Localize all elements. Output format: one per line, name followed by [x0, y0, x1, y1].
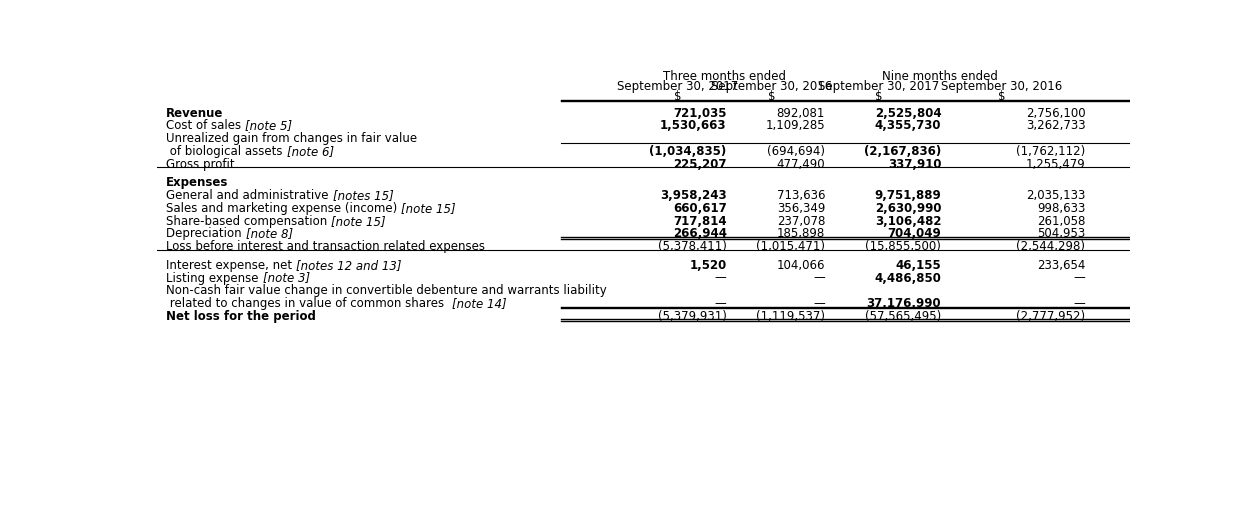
Text: 185,898: 185,898	[776, 227, 825, 240]
Text: [note 3]: [note 3]	[263, 271, 310, 285]
Text: (5,378,411): (5,378,411)	[658, 240, 727, 253]
Text: [note 14]: [note 14]	[452, 297, 506, 310]
Text: 1,255,479: 1,255,479	[1026, 157, 1085, 171]
Text: related to changes in value of common shares: related to changes in value of common sh…	[166, 297, 452, 310]
Text: September 30, 2017: September 30, 2017	[818, 80, 939, 93]
Text: (1,119,537): (1,119,537)	[756, 310, 825, 322]
Text: [notes 15]: [notes 15]	[333, 189, 393, 202]
Text: 2,756,100: 2,756,100	[1026, 107, 1085, 120]
Text: Interest expense, net: Interest expense, net	[166, 259, 296, 272]
Text: —: —	[814, 271, 825, 285]
Text: —: —	[715, 271, 727, 285]
Text: 4,355,730: 4,355,730	[874, 120, 941, 132]
Text: [note 6]: [note 6]	[286, 145, 334, 158]
Text: 660,617: 660,617	[673, 202, 727, 215]
Text: $: $	[674, 90, 682, 103]
Text: Share-based compensation: Share-based compensation	[166, 215, 332, 227]
Text: $: $	[874, 90, 882, 103]
Text: (1,015,471): (1,015,471)	[756, 240, 825, 253]
Text: 233,654: 233,654	[1037, 259, 1085, 272]
Text: Depreciation: Depreciation	[166, 227, 246, 240]
Text: [note 15]: [note 15]	[402, 202, 456, 215]
Text: 892,081: 892,081	[776, 107, 825, 120]
Text: 4,486,850: 4,486,850	[874, 271, 941, 285]
Text: Nine months ended: Nine months ended	[882, 70, 999, 83]
Text: 225,207: 225,207	[673, 157, 727, 171]
Text: (2,167,836): (2,167,836)	[864, 145, 941, 158]
Text: 9,751,889: 9,751,889	[874, 189, 941, 202]
Text: 3,106,482: 3,106,482	[874, 215, 941, 227]
Text: [note 5]: [note 5]	[245, 120, 293, 132]
Text: Loss before interest and transaction related expenses: Loss before interest and transaction rel…	[166, 240, 485, 253]
Text: September 30, 2016: September 30, 2016	[711, 80, 833, 93]
Text: September 30, 2016: September 30, 2016	[941, 80, 1063, 93]
Text: 998,633: 998,633	[1037, 202, 1085, 215]
Text: [note 8]: [note 8]	[246, 227, 293, 240]
Text: 504,953: 504,953	[1037, 227, 1085, 240]
Text: 2,035,133: 2,035,133	[1026, 189, 1085, 202]
Text: Listing expense: Listing expense	[166, 271, 263, 285]
Text: 717,814: 717,814	[673, 215, 727, 227]
Text: 37,176,990: 37,176,990	[867, 297, 941, 310]
Text: Non-cash fair value change in convertible debenture and warrants liability: Non-cash fair value change in convertibl…	[166, 284, 607, 297]
Text: 104,066: 104,066	[776, 259, 825, 272]
Text: —: —	[1074, 271, 1085, 285]
Text: Unrealized gain from changes in fair value: Unrealized gain from changes in fair val…	[166, 132, 417, 145]
Text: (694,694): (694,694)	[767, 145, 825, 158]
Text: 356,349: 356,349	[776, 202, 825, 215]
Text: General and administrative: General and administrative	[166, 189, 333, 202]
Text: 1,530,663: 1,530,663	[661, 120, 727, 132]
Text: Cost of sales: Cost of sales	[166, 120, 245, 132]
Text: 713,636: 713,636	[776, 189, 825, 202]
Text: 46,155: 46,155	[896, 259, 941, 272]
Text: (1,762,112): (1,762,112)	[1016, 145, 1085, 158]
Text: 337,910: 337,910	[888, 157, 941, 171]
Text: (1,034,835): (1,034,835)	[649, 145, 727, 158]
Text: Sales and marketing expense (income): Sales and marketing expense (income)	[166, 202, 402, 215]
Text: Three months ended: Three months ended	[663, 70, 786, 83]
Text: 3,262,733: 3,262,733	[1026, 120, 1085, 132]
Text: —: —	[1074, 297, 1085, 310]
Text: (5,379,931): (5,379,931)	[658, 310, 727, 322]
Text: of biological assets: of biological assets	[166, 145, 286, 158]
Text: Gross profit: Gross profit	[166, 157, 235, 171]
Text: (2,544,298): (2,544,298)	[1016, 240, 1085, 253]
Text: (2,777,952): (2,777,952)	[1016, 310, 1085, 322]
Text: —: —	[715, 297, 727, 310]
Text: 2,630,990: 2,630,990	[874, 202, 941, 215]
Text: [note 15]: [note 15]	[332, 215, 386, 227]
Text: [notes 12 and 13]: [notes 12 and 13]	[296, 259, 402, 272]
Text: (57,565,495): (57,565,495)	[865, 310, 941, 322]
Text: 704,049: 704,049	[888, 227, 941, 240]
Text: 1,520: 1,520	[690, 259, 727, 272]
Text: 1,109,285: 1,109,285	[765, 120, 825, 132]
Text: —: —	[814, 297, 825, 310]
Text: $: $	[999, 90, 1006, 103]
Text: (15,855,500): (15,855,500)	[865, 240, 941, 253]
Text: 2,525,804: 2,525,804	[874, 107, 941, 120]
Text: Revenue: Revenue	[166, 107, 224, 120]
Text: $: $	[767, 90, 775, 103]
Text: 266,944: 266,944	[673, 227, 727, 240]
Text: 261,058: 261,058	[1037, 215, 1085, 227]
Text: 237,078: 237,078	[776, 215, 825, 227]
Text: 3,958,243: 3,958,243	[659, 189, 727, 202]
Text: September 30, 2017: September 30, 2017	[617, 80, 739, 93]
Text: Expenses: Expenses	[166, 176, 229, 190]
Text: 477,490: 477,490	[776, 157, 825, 171]
Text: 721,035: 721,035	[673, 107, 727, 120]
Text: Net loss for the period: Net loss for the period	[166, 310, 317, 322]
